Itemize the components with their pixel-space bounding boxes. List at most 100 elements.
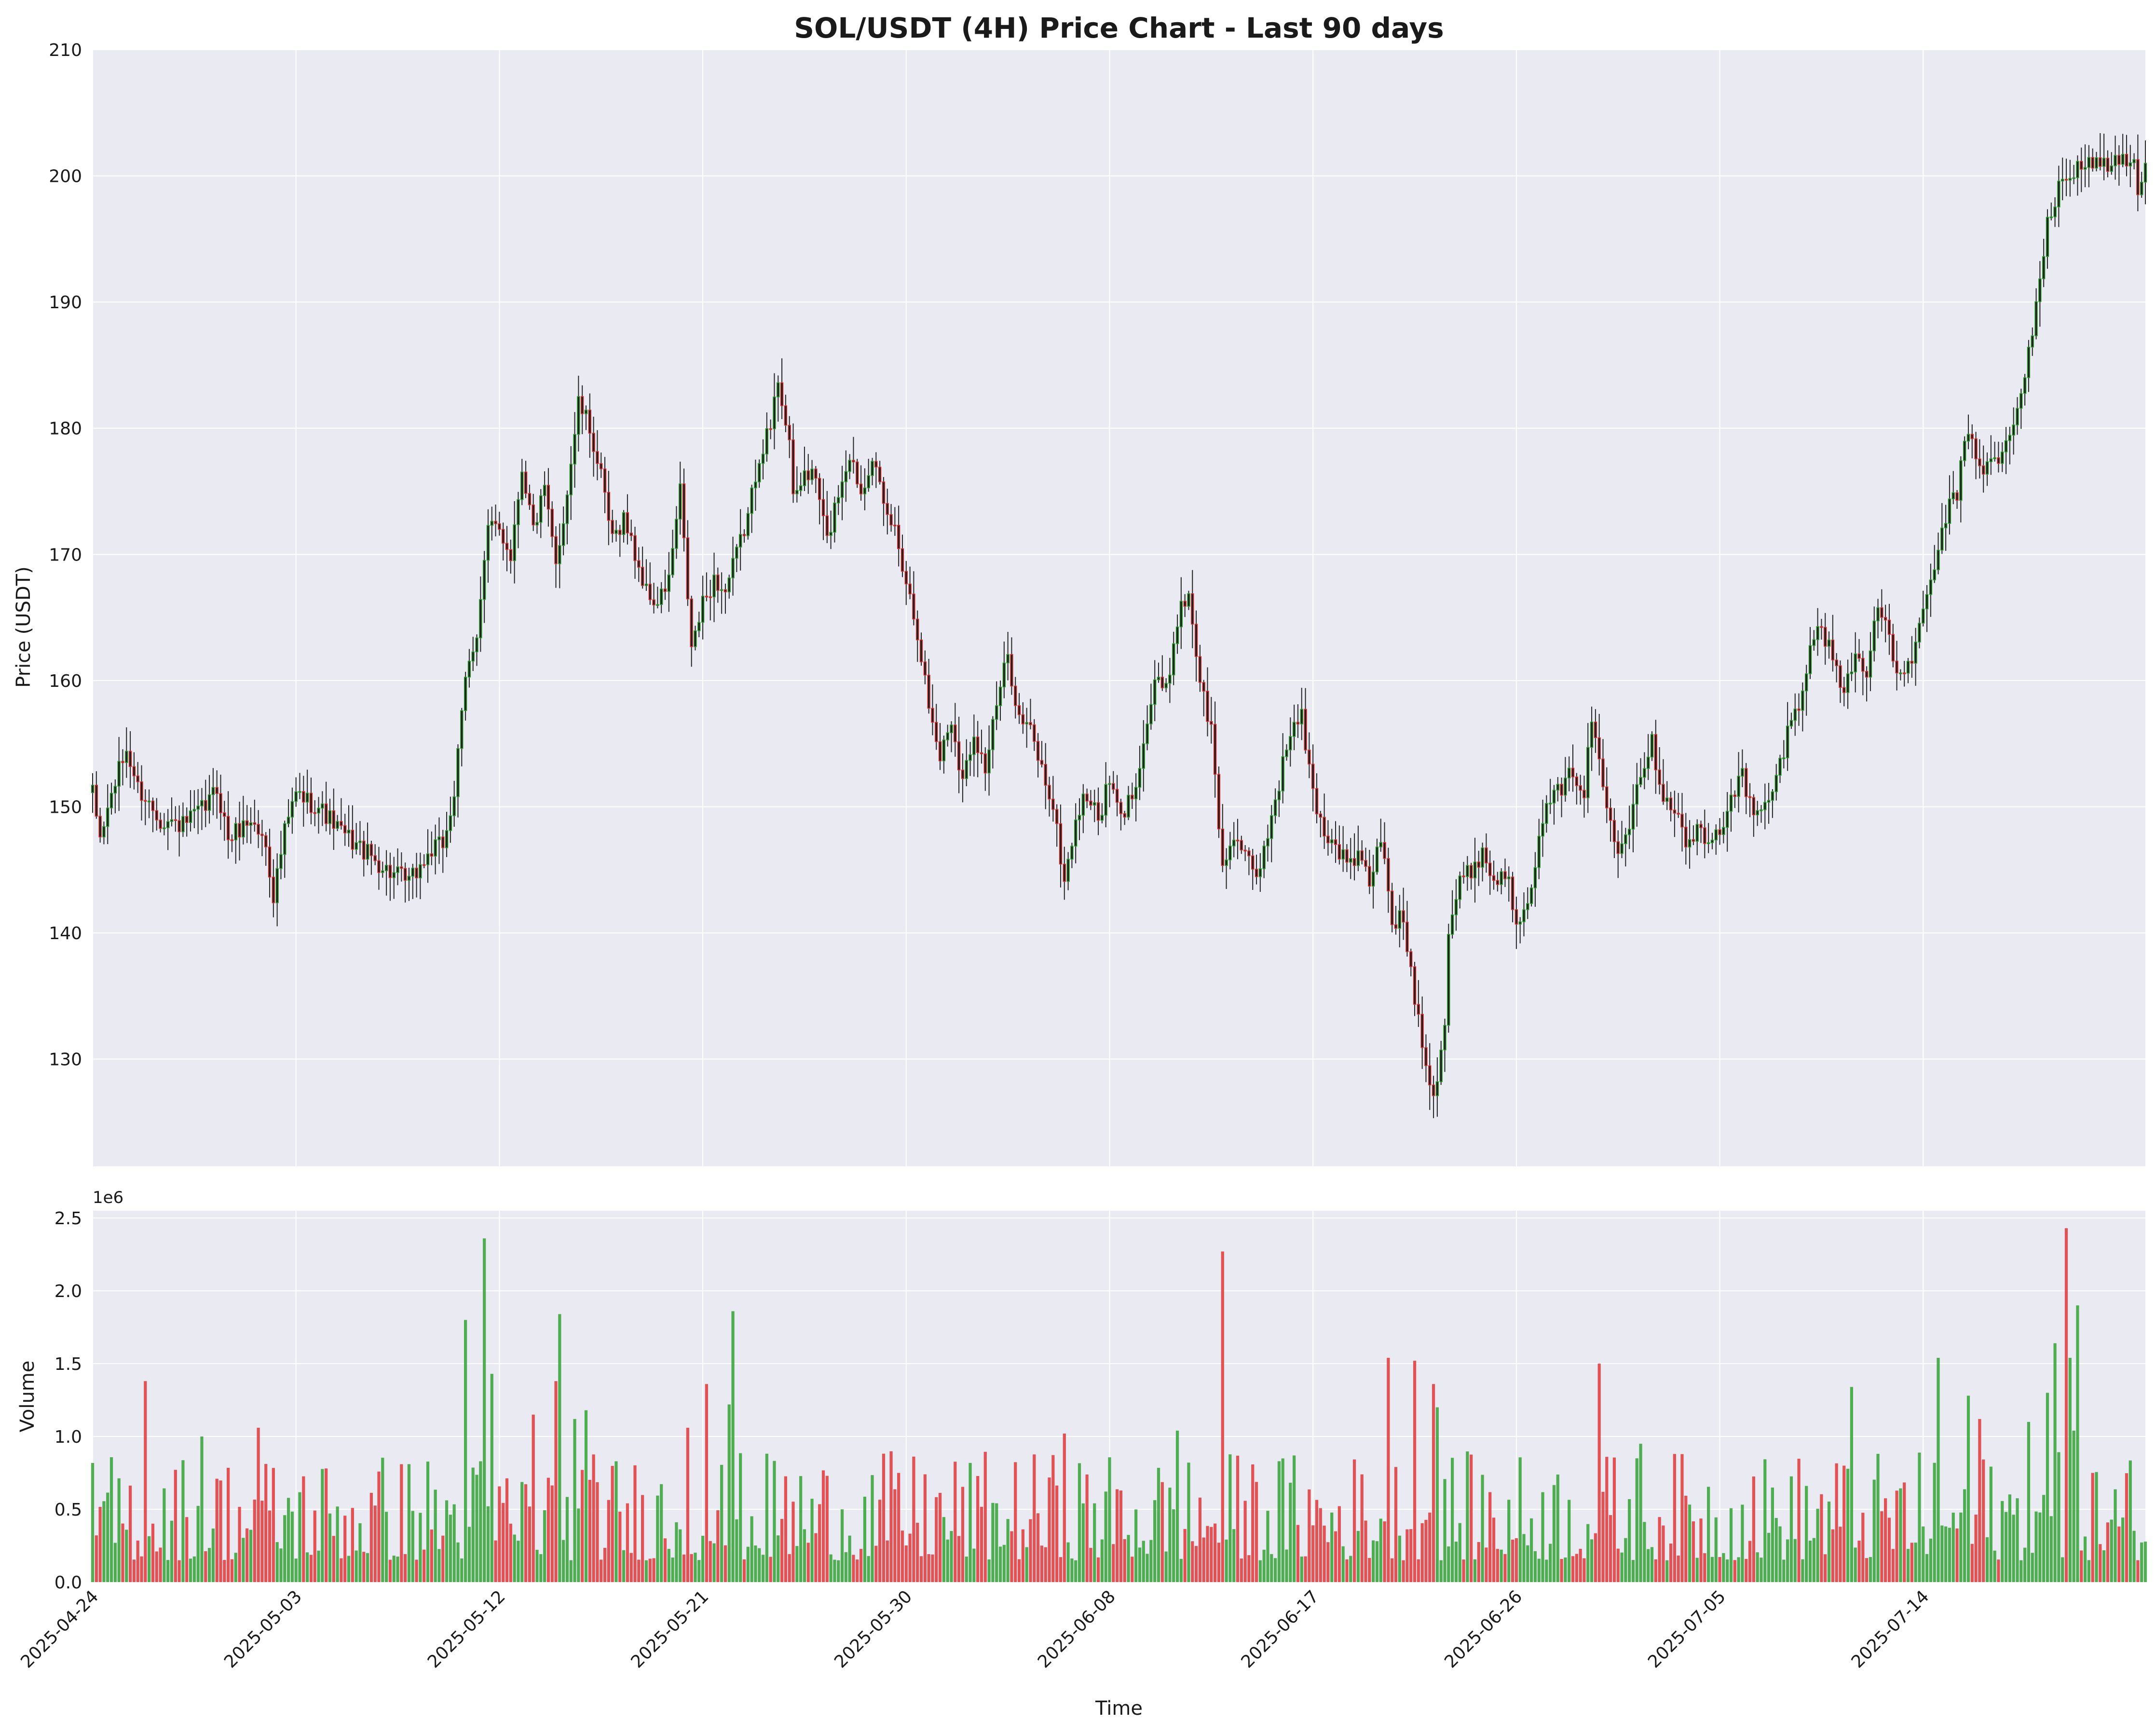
candle-body-up [1541,823,1544,837]
candle-body-down [1210,721,1213,725]
candle-body-down [878,466,882,482]
candle-body-up [848,460,851,472]
candle-body-up [1635,784,1638,805]
candle-body-up [799,485,803,491]
candle-body-up [181,816,185,833]
volume-bar [1733,1560,1736,1582]
volume-bar [1447,1546,1450,1582]
volume-bar [1515,1538,1518,1582]
volume-bar [784,1476,788,1582]
candle-body-down [1680,814,1684,828]
candle-body-up [750,487,753,514]
candle-body-up [1522,909,1526,922]
volume-bar [1458,1523,1461,1582]
volume-bar [1703,1553,1706,1582]
volume-bar [573,1419,576,1582]
candle-body-down [1616,841,1620,854]
candle-body-up [1172,643,1175,676]
volume-bar [1801,1559,1804,1582]
candle-body-up [200,800,204,806]
volume-bar [177,1560,181,1582]
candle-body-up [1074,820,1078,847]
volume-bar [1308,1489,1311,1582]
candle-body-down [821,499,825,517]
candle-body-down [806,470,810,480]
volume-bar [765,1453,768,1582]
candle-body-up [1564,778,1567,796]
volume-bar [697,1560,701,1582]
candle-body-down [1085,793,1089,802]
candle-body-down [788,424,791,440]
candle-body-up [1349,858,1352,863]
volume-bar [1662,1525,1665,1582]
candle-body-down [1597,737,1601,760]
volume-bar [2136,1560,2140,1582]
candle-body-down [588,410,591,434]
volume-bar [151,1523,155,1582]
candle-body-down [257,824,260,835]
volume-bar [1906,1549,1910,1582]
volume-bar [1545,1559,1548,1582]
candle-body-down [1974,438,1978,460]
volume-bar [407,1464,411,1582]
volume-bar [1492,1517,1496,1582]
candle-body-up [1138,768,1142,788]
candle-body-up [1281,756,1284,792]
volume-bar [1541,1492,1544,1582]
candle-body-down [600,463,603,469]
candle-body-down [935,722,938,742]
volume-bar [1432,1384,1435,1582]
candle-body-up [2110,165,2113,172]
candle-body-down [332,810,335,829]
candle-body-up [189,810,192,823]
volume-bar [230,1559,234,1582]
candle-body-up [2132,159,2136,164]
volume-bar [614,1461,618,1582]
volume-bar [1356,1531,1360,1582]
volume-bar [163,1488,166,1582]
volume-bar [1123,1539,1126,1582]
volume-bar [863,1496,866,1582]
candle-body-down [607,492,611,521]
volume-bar [2087,1560,2090,1582]
candle-body-down [983,753,987,774]
volume-bar [773,1461,776,1582]
volume-bar [306,1552,309,1582]
candle-body-down [652,599,655,606]
candle-body-up [1963,440,1966,461]
candle-body-up [482,560,486,600]
volume-bar [686,1427,689,1582]
candle-body-up [777,382,780,397]
volume-bar [1341,1546,1345,1582]
volume-bar [332,1536,335,1582]
volume-bar [106,1492,109,1582]
candle-body-up [1925,594,1929,610]
volume-bar [1718,1557,1721,1582]
volume-bar [1153,1500,1157,1582]
volume-bar [546,1477,550,1582]
volume-bar [415,1559,418,1582]
volume-bar [1352,1459,1356,1582]
volume-bar [471,1467,475,1582]
volume-bar [701,1535,705,1582]
candle-body-up [1741,768,1744,777]
volume-bar [1891,1549,1895,1582]
candle-body-down [550,508,554,537]
volume-bar [954,1462,957,1582]
volume-bar [758,1548,761,1582]
volume-bar [1533,1551,1537,1582]
volume-bar [919,1556,923,1582]
candle-body-down [1394,924,1398,929]
volume-bar [1760,1558,1763,1582]
candle-body-up [1025,722,1028,724]
volume-bar [411,1511,414,1582]
candle-body-up [2001,451,2004,464]
volume-bar [132,1559,136,1582]
volume-bar [128,1485,132,1582]
volume-bar [1454,1542,1458,1582]
candle-body-up [1232,839,1236,847]
volume-bar [234,1553,237,1582]
candle-body-down [931,708,934,723]
volume-bar [1172,1509,1175,1582]
volume-bar [1929,1538,1932,1582]
